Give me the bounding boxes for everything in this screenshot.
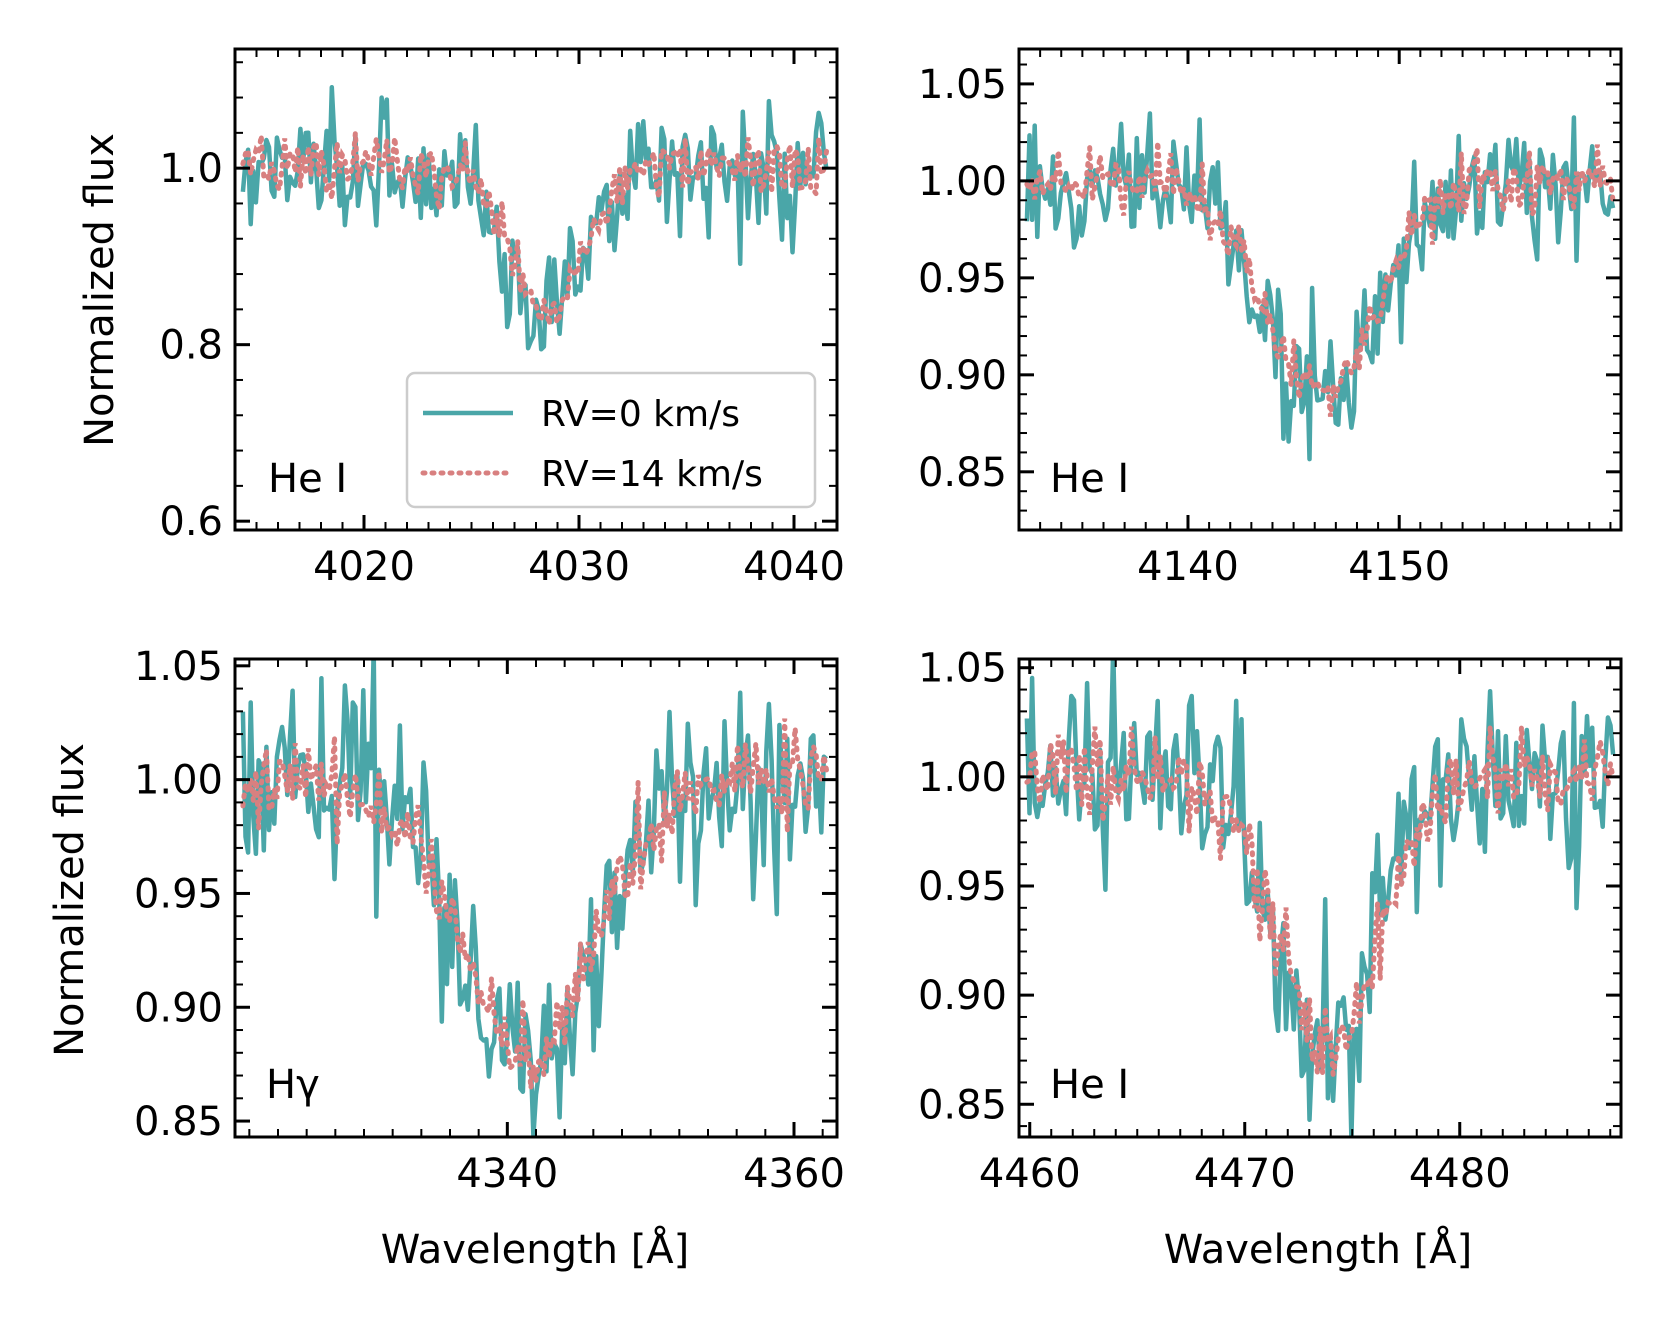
y-tick-label: 1.0 xyxy=(159,146,223,192)
panel-line-label: He I xyxy=(1050,456,1129,502)
y-tick-label: 1.00 xyxy=(134,758,223,804)
panel-line-label: Hγ xyxy=(266,1062,320,1108)
y-tick-label: 1.05 xyxy=(918,646,1007,692)
legend-label-rv0: RV=0 km/s xyxy=(541,394,740,435)
y-tick-label: 0.95 xyxy=(918,864,1007,910)
y-tick-label: 0.85 xyxy=(134,1099,223,1145)
y-tick-label: 1.00 xyxy=(918,159,1007,205)
y-tick-label: 0.95 xyxy=(134,871,223,917)
y-axis-label-bottom: Normalized flux xyxy=(47,743,93,1057)
legend-box xyxy=(405,371,817,509)
y-tick-label: 0.95 xyxy=(918,256,1007,302)
y-tick-label: 0.90 xyxy=(134,985,223,1031)
legend: RV=0 km/s RV=14 km/s xyxy=(405,371,817,509)
series-rv14-line xyxy=(1024,726,1616,1075)
panel-bottom-left: 4340 4360 0.85 0.90 0.95 1.00 1.05 Hγ xyxy=(134,644,845,1197)
y-tick-label: 0.85 xyxy=(918,450,1007,496)
y-tick-label: 0.6 xyxy=(159,499,223,545)
panel-line-label: He I xyxy=(268,456,347,502)
x-tick-label: 4470 xyxy=(1194,1151,1296,1197)
y-tick-label: 1.00 xyxy=(918,755,1007,801)
x-tick-label: 4150 xyxy=(1348,544,1450,590)
y-tick-label: 0.85 xyxy=(918,1082,1007,1128)
axes-frame xyxy=(1017,47,1623,532)
y-tick-label: 0.90 xyxy=(918,973,1007,1019)
x-tick-label: 4480 xyxy=(1409,1151,1511,1197)
x-tick-label: 4040 xyxy=(743,544,845,590)
panel-top-left: 4020 4030 4040 0.6 0.8 1.0 He I xyxy=(159,47,845,590)
x-axis-label-left: Wavelength [Å] xyxy=(381,1225,690,1273)
y-tick-label: 0.8 xyxy=(159,323,223,369)
x-tick-label: 4020 xyxy=(313,544,415,590)
x-tick-label: 4340 xyxy=(456,1151,558,1197)
series-rv14-line xyxy=(1024,141,1616,417)
panel-bottom-right: 4460 4470 4480 0.85 0.90 0.95 1.00 1.05 He I xyxy=(918,646,1623,1197)
x-tick-label: 4360 xyxy=(743,1151,845,1197)
x-tick-label: 4460 xyxy=(979,1151,1081,1197)
y-tick-label: 1.05 xyxy=(134,644,223,690)
y-axis-label-top: Normalized flux xyxy=(77,133,123,447)
panel-line-label: He I xyxy=(1050,1062,1129,1108)
axes-frame xyxy=(233,657,839,1139)
series-rv14-line xyxy=(240,718,829,1089)
axes-frame xyxy=(1017,657,1623,1139)
y-tick-label: 1.05 xyxy=(918,62,1007,108)
series-rv0-line xyxy=(1024,659,1616,1137)
x-tick-label: 4140 xyxy=(1137,544,1239,590)
y-tick-label: 0.90 xyxy=(918,353,1007,399)
series-rv0-line xyxy=(240,659,828,1137)
legend-label-rv14: RV=14 km/s xyxy=(541,454,763,495)
series-rv14-line xyxy=(240,132,829,333)
panel-top-right: 4140 4150 0.85 0.90 0.95 1.00 1.05 He I xyxy=(918,47,1623,590)
series-rv0-line xyxy=(240,84,829,352)
x-tick-label: 4030 xyxy=(528,544,630,590)
x-axis-label-right: Wavelength [Å] xyxy=(1164,1225,1473,1273)
